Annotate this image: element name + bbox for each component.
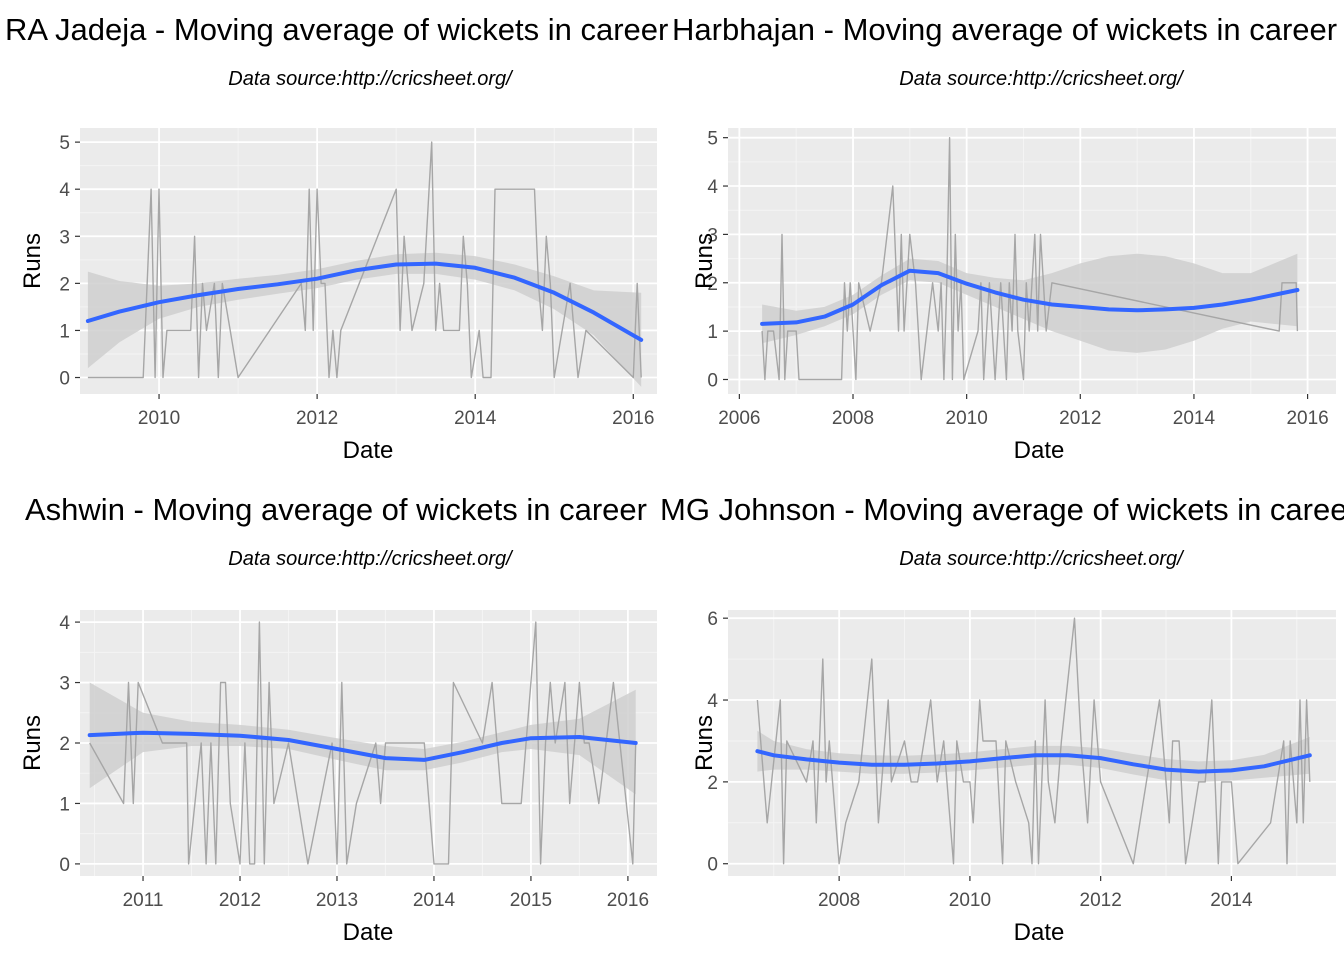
y-tick-label: 4	[707, 177, 718, 198]
raw-series-line	[756, 617, 1311, 865]
y-tick-label: 3	[59, 227, 70, 248]
chart-panel-1: RA Jadeja - Moving average of wickets in…	[5, 12, 668, 464]
chart-subtitle: Data source:http://cricsheet.org/	[228, 548, 514, 570]
x-tick-label: 2016	[607, 890, 649, 911]
x-tick-label: 2013	[316, 890, 358, 911]
y-tick-label: 5	[59, 133, 70, 154]
y-tick-label: 3	[59, 674, 70, 695]
y-axis-title: Runs	[19, 233, 46, 289]
y-tick-label: 0	[707, 855, 718, 876]
x-tick-label: 2014	[454, 408, 497, 429]
x-tick-label: 2016	[612, 408, 654, 429]
y-tick-label: 2	[59, 734, 70, 755]
x-tick-label: 2010	[138, 408, 180, 429]
raw-series-line	[761, 136, 1299, 381]
y-tick-label: 6	[707, 609, 718, 630]
chart-title: Harbhajan - Moving average of wickets in…	[672, 12, 1337, 47]
confidence-band	[87, 252, 642, 387]
y-tick-label: 1	[707, 322, 718, 343]
x-tick-label: 2006	[718, 408, 760, 429]
smooth-trend-line	[87, 730, 638, 762]
y-tick-label: 4	[707, 691, 718, 712]
smooth-trend-line	[755, 749, 1312, 774]
chart-panel-3: Ashwin - Moving average of wickets in ca…	[19, 492, 657, 946]
plot-panel	[728, 128, 1336, 394]
y-tick-label: 1	[59, 321, 70, 342]
x-tick-label: 2012	[296, 408, 338, 429]
raw-series-line	[89, 621, 637, 865]
chart-title: MG Johnson - Moving average of wickets i…	[660, 492, 1344, 527]
chart-panel-4: MG Johnson - Moving average of wickets i…	[660, 492, 1344, 946]
x-tick-label: 2016	[1286, 408, 1328, 429]
y-tick-label: 1	[59, 794, 70, 815]
y-axis-title: Runs	[691, 233, 718, 289]
y-tick-label: 2	[707, 274, 718, 295]
x-tick-label: 2012	[1059, 408, 1101, 429]
x-tick-label: 2010	[949, 890, 991, 911]
y-axis-title: Runs	[19, 715, 46, 771]
y-tick-label: 2	[707, 773, 718, 794]
y-tick-label: 5	[707, 129, 718, 150]
chart-subtitle: Data source:http://cricsheet.org/	[899, 548, 1185, 570]
x-axis-title: Date	[1014, 437, 1065, 464]
raw-series-line	[87, 141, 642, 379]
x-tick-label: 2015	[510, 890, 552, 911]
chart-title: RA Jadeja - Moving average of wickets in…	[5, 12, 668, 47]
chart-title: Ashwin - Moving average of wickets in ca…	[25, 492, 647, 527]
y-tick-label: 4	[59, 180, 70, 201]
x-tick-label: 2014	[413, 890, 456, 911]
y-tick-label: 2	[59, 274, 70, 295]
smooth-trend-line	[760, 268, 1300, 326]
chart-subtitle: Data source:http://cricsheet.org/	[228, 68, 514, 90]
x-tick-label: 2012	[219, 890, 261, 911]
x-tick-label: 2012	[1080, 890, 1122, 911]
y-tick-label: 0	[59, 369, 70, 390]
x-tick-label: 2014	[1210, 890, 1253, 911]
y-tick-label: 3	[707, 225, 718, 246]
y-tick-label: 0	[59, 855, 70, 876]
x-tick-label: 2008	[818, 890, 860, 911]
x-axis-title: Date	[343, 919, 394, 946]
smooth-trend-line	[85, 261, 644, 342]
x-tick-label: 2008	[832, 408, 874, 429]
x-tick-label: 2010	[946, 408, 988, 429]
x-tick-label: 2011	[123, 890, 164, 911]
y-tick-label: 0	[707, 370, 718, 391]
x-axis-title: Date	[1014, 919, 1065, 946]
y-axis-title: Runs	[691, 715, 718, 771]
chart-panel-2: Harbhajan - Moving average of wickets in…	[672, 12, 1337, 464]
x-tick-label: 2014	[1173, 408, 1216, 429]
y-tick-label: 4	[59, 613, 70, 634]
x-axis-title: Date	[343, 437, 394, 464]
chart-subtitle: Data source:http://cricsheet.org/	[899, 68, 1185, 90]
